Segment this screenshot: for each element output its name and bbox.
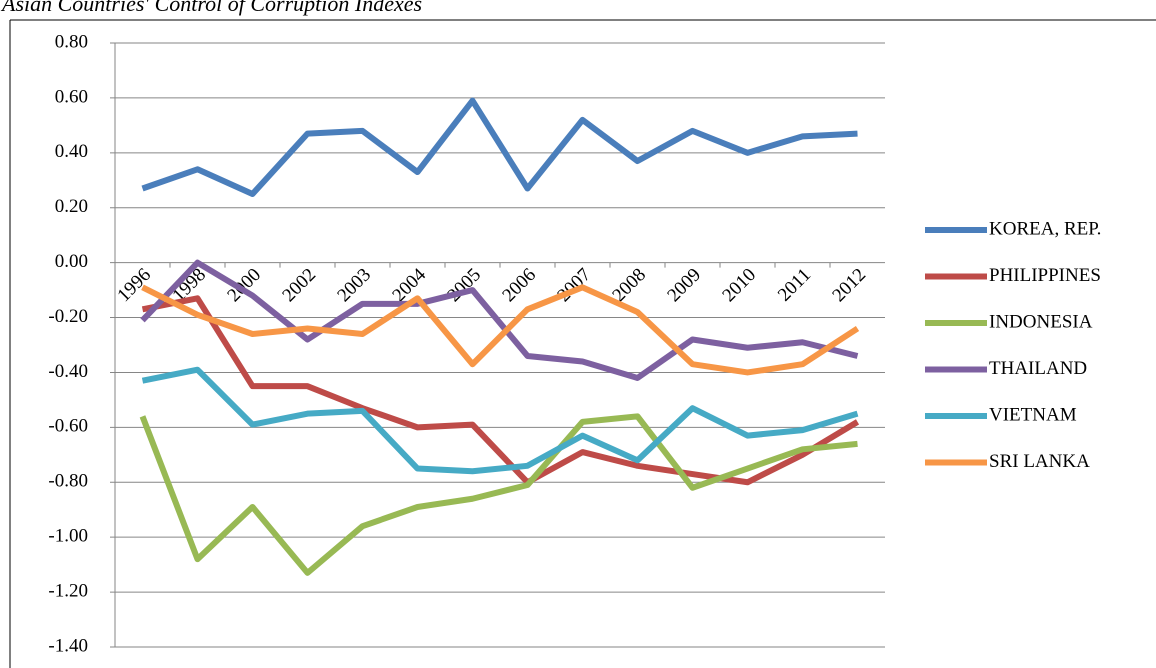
series-line — [139, 413, 858, 576]
y-tick-label: -1.00 — [48, 526, 88, 547]
x-tick-label: 2006 — [498, 264, 540, 306]
y-tick-label: -1.20 — [48, 580, 88, 601]
y-tick-label: 0.00 — [55, 251, 88, 272]
y-tick-label: 0.80 — [55, 31, 88, 52]
y-tick-label: -0.40 — [48, 361, 88, 382]
x-tick-label: 2010 — [718, 264, 760, 306]
legend-label: PHILIPPINES — [989, 265, 1101, 286]
y-tick-label: 0.20 — [55, 196, 88, 217]
y-tick-label: -0.20 — [48, 306, 88, 327]
legend-label: INDONESIA — [989, 311, 1093, 332]
y-tick-label: -0.80 — [48, 471, 88, 492]
chart-title: Asian Countries' Control of Corruption I… — [0, 0, 422, 16]
x-tick-label: 2007 — [553, 264, 595, 306]
legend-label: KOREA, REP. — [989, 218, 1101, 239]
x-tick-label: 2009 — [663, 264, 705, 306]
x-tick-label: 1996 — [113, 264, 155, 306]
series-line — [141, 366, 859, 475]
series-line — [141, 97, 858, 197]
x-tick-label: 2002 — [278, 264, 320, 306]
x-tick-label: 2003 — [333, 264, 375, 306]
x-tick-label: 2011 — [774, 264, 815, 305]
series-line — [141, 295, 860, 486]
series-line — [141, 284, 860, 376]
series-line — [140, 259, 859, 381]
legend-label: VIETNAM — [989, 404, 1077, 425]
y-tick-label: 0.40 — [55, 141, 88, 162]
x-tick-label: 2012 — [828, 264, 870, 306]
legend-label: THAILAND — [989, 358, 1087, 379]
y-tick-label: -1.40 — [48, 635, 88, 656]
y-tick-label: 0.60 — [55, 86, 88, 107]
y-tick-label: -0.60 — [48, 416, 88, 437]
legend-label: SRI LANKA — [989, 451, 1090, 472]
